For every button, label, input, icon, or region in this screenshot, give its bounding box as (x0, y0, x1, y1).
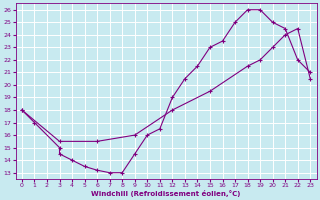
X-axis label: Windchill (Refroidissement éolien,°C): Windchill (Refroidissement éolien,°C) (92, 190, 241, 197)
